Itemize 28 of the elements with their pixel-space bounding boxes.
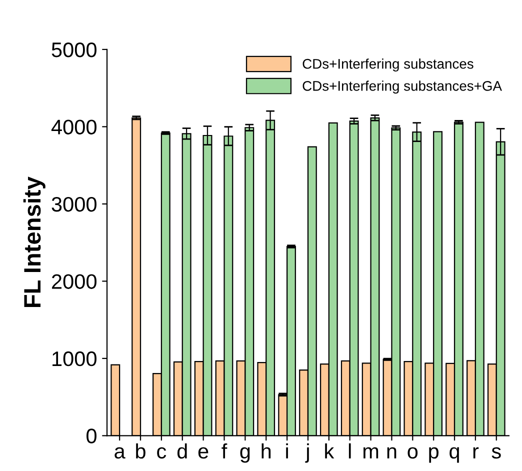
x-tick-label: k: [325, 443, 334, 458]
y-tick-label: 2000: [52, 274, 96, 289]
x-tick-label: i: [286, 443, 288, 458]
y-tick-label: 1000: [52, 351, 96, 366]
x-tick-label: d: [177, 443, 187, 459]
y-tick-label: 3000: [52, 196, 96, 212]
x-tick-label: r: [473, 447, 479, 458]
x-tick-label: s: [492, 447, 501, 459]
x-tick-label: m: [363, 447, 378, 458]
x-tick-label: b: [136, 443, 146, 459]
y-tick-label: 4000: [51, 120, 96, 134]
y-tick-label: 5000: [52, 42, 96, 58]
x-tick-label: n: [387, 447, 396, 458]
x-tick-label: a: [114, 447, 126, 459]
legend-label: CDs+Interfering substances+GA: [302, 80, 502, 94]
x-tick-label: h: [262, 443, 271, 458]
x-tick-label: e: [198, 447, 208, 459]
x-tick-label: f: [222, 443, 228, 458]
x-tick-label: g: [240, 447, 250, 463]
legend-label: CDs+Interfering substances: [302, 58, 474, 72]
y-tick-label: 0: [86, 428, 96, 444]
x-tick-label: q: [450, 447, 459, 463]
x-tick-label: p: [429, 447, 439, 463]
x-tick-label: j: [305, 443, 309, 463]
y-axis-title: FL Intensity: [23, 176, 46, 308]
x-tick-label: c: [157, 447, 166, 459]
x-tick-label: o: [408, 447, 418, 459]
x-tick-label: l: [348, 443, 351, 458]
